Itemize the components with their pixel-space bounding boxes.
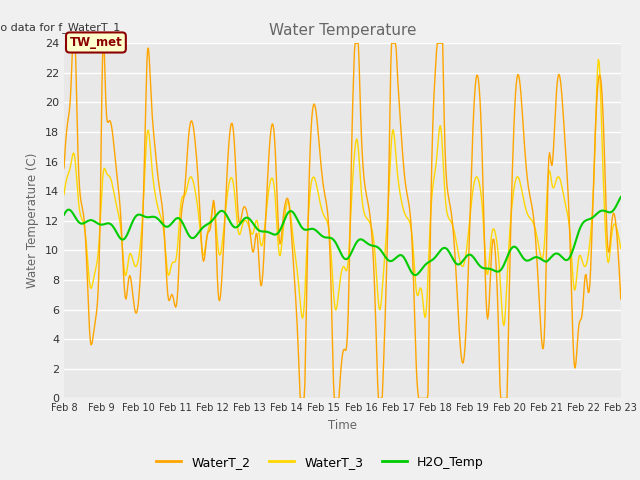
- Legend: WaterT_2, WaterT_3, H2O_Temp: WaterT_2, WaterT_3, H2O_Temp: [152, 451, 488, 474]
- Text: TW_met: TW_met: [70, 36, 122, 49]
- Title: Water Temperature: Water Temperature: [269, 23, 416, 38]
- X-axis label: Time: Time: [328, 419, 357, 432]
- Y-axis label: Water Temperature (C): Water Temperature (C): [26, 153, 39, 288]
- Text: No data for f_WaterT_1: No data for f_WaterT_1: [0, 22, 120, 33]
